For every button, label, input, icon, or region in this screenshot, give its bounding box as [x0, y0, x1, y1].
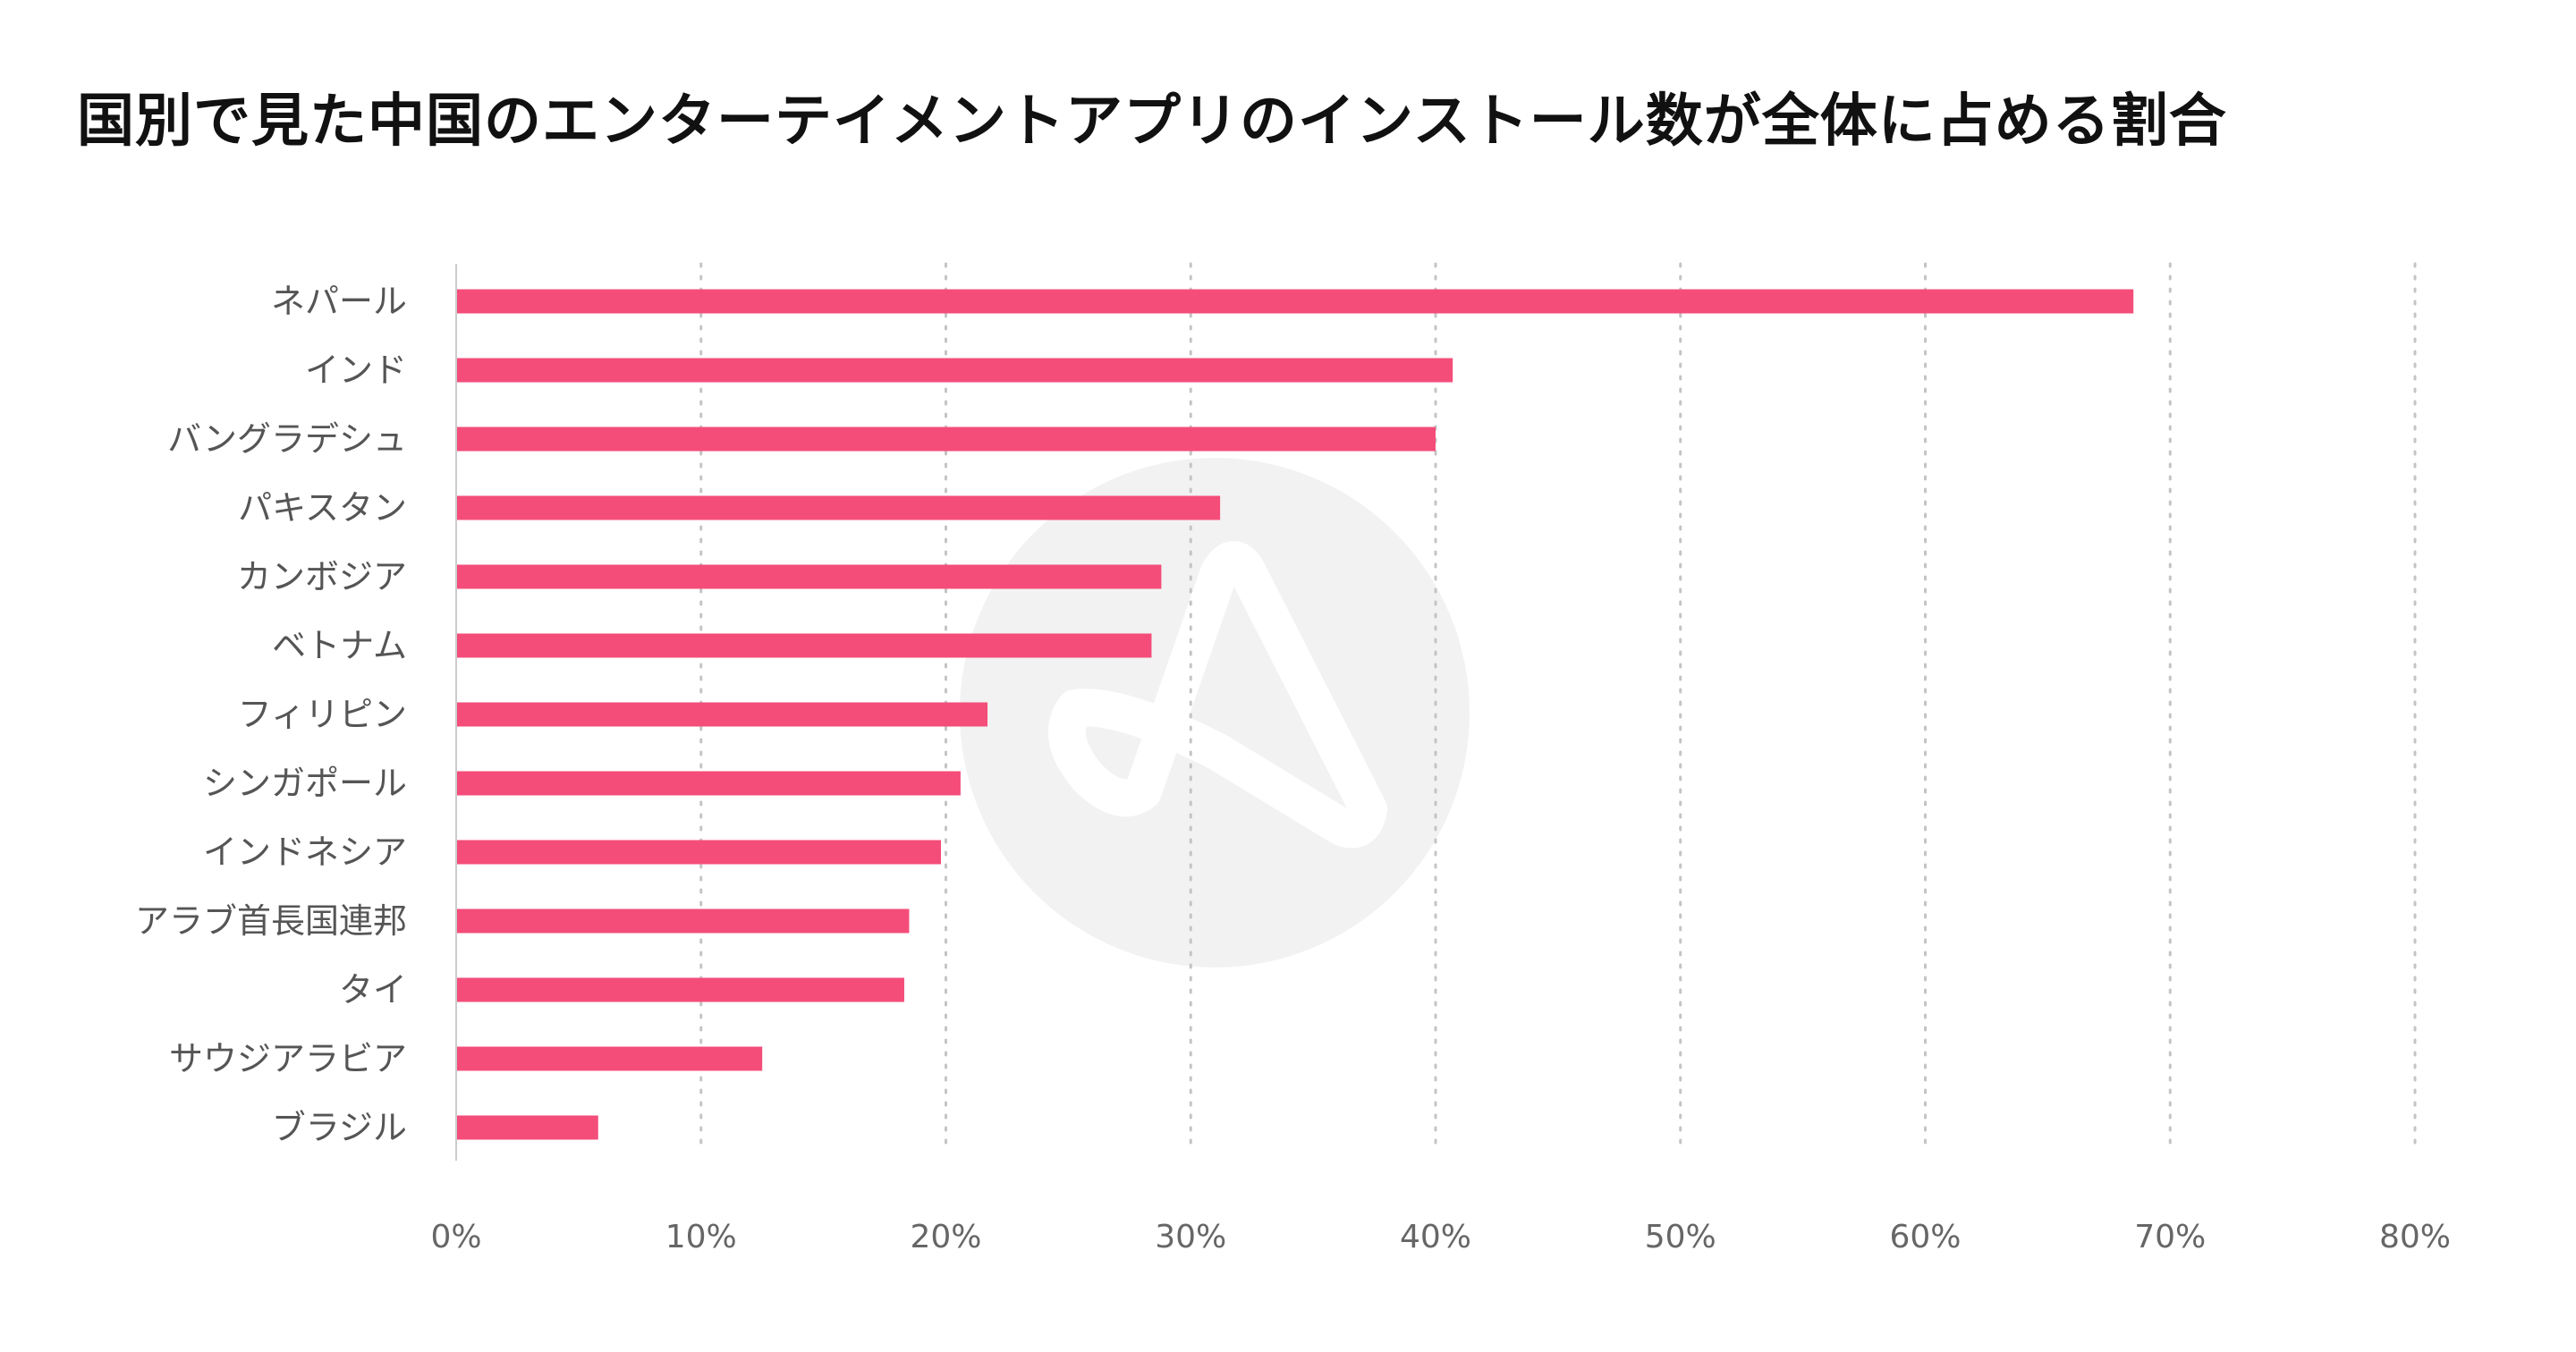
- bar: [457, 908, 910, 934]
- bar: [457, 1046, 763, 1071]
- x-tick-label: 60%: [1889, 1219, 1961, 1255]
- category-label: ブラジル: [272, 1108, 407, 1147]
- bar: [457, 977, 904, 1002]
- watermark-logo: [960, 458, 1470, 968]
- category-labels: ネパールインドバングラデシュパキスタンカンボジアベトナムフィリピンシンガポールイ…: [135, 282, 407, 1147]
- x-tick-label: 0%: [430, 1219, 481, 1255]
- bar: [457, 702, 988, 727]
- bar: [457, 427, 1436, 452]
- x-tick-label: 30%: [1155, 1219, 1226, 1255]
- chart-title: 国別で見た中国のエンターテイメントアプリのインストール数が全体に占める割合: [77, 89, 2227, 155]
- category-label: インドネシア: [203, 832, 407, 872]
- category-label: タイ: [339, 970, 407, 1010]
- watermark-circle: [960, 458, 1470, 968]
- category-label: サウジアラビア: [169, 1039, 407, 1078]
- bar: [457, 771, 961, 796]
- x-tick-label: 70%: [2134, 1219, 2206, 1255]
- x-tick-label: 80%: [2379, 1219, 2451, 1255]
- category-label: カンボジア: [237, 557, 407, 596]
- category-label: ネパール: [271, 282, 407, 321]
- bar: [457, 358, 1453, 383]
- x-tick-label: 20%: [910, 1219, 981, 1255]
- bar: [457, 495, 1221, 520]
- grid-layer: [699, 262, 2417, 1153]
- category-label: シンガポール: [203, 764, 407, 803]
- bar: [457, 1115, 598, 1140]
- bar: [457, 564, 1162, 589]
- category-label: バングラデシュ: [167, 419, 407, 459]
- x-tick-labels: 0% 10% 20% 30% 40% 50% 60% 70% 80%: [430, 1219, 2451, 1255]
- bars-layer: [457, 289, 2134, 1140]
- category-label: フィリピン: [238, 695, 407, 734]
- x-tick-label: 40%: [1400, 1219, 1471, 1255]
- x-tick-label: 50%: [1645, 1219, 1716, 1255]
- watermark-glyph: [1047, 541, 1387, 849]
- category-label: アラブ首長国連邦: [135, 901, 407, 941]
- category-label: インド: [305, 351, 407, 390]
- x-tick-label: 10%: [665, 1219, 737, 1255]
- bar: [457, 289, 2134, 314]
- bar: [457, 633, 1152, 658]
- category-label: ベトナム: [272, 626, 407, 665]
- category-label: パキスタン: [238, 488, 407, 528]
- bar: [457, 840, 942, 865]
